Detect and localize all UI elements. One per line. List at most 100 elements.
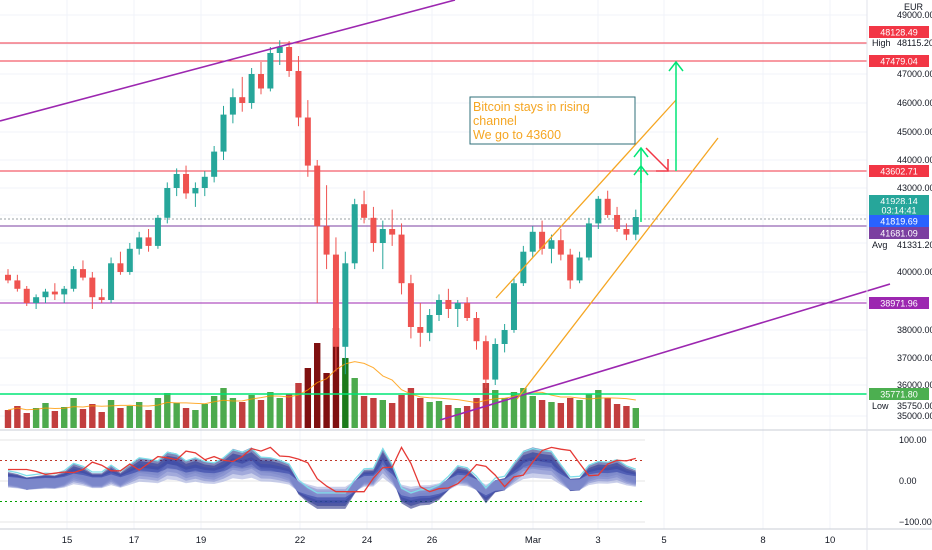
candle-body[interactable] [173,174,180,188]
candle-body[interactable] [501,330,508,344]
volume-bar [14,406,21,428]
candle-body[interactable] [154,217,161,246]
volume-layer [4,328,639,428]
candle-body[interactable] [492,344,499,380]
candle-body[interactable] [89,277,96,298]
candle-body[interactable] [126,248,133,272]
candle-body[interactable] [529,231,536,252]
price-badge-label: 41819.69 [880,217,918,227]
candle-body[interactable] [510,283,517,330]
price-axis[interactable]: 49000.00 47000.00 46000.00 45000.00 44000.00… [869,10,932,527]
candle-body[interactable] [557,240,564,255]
candle-body[interactable] [342,263,349,347]
candle-body[interactable] [79,269,86,278]
price-badge[interactable] [869,55,929,67]
candle-body[interactable] [304,117,311,166]
candle-body[interactable] [351,204,358,264]
candle-body[interactable] [164,188,171,218]
time-tick-label: 8 [760,535,765,546]
candle-body[interactable] [61,288,68,295]
price-badge[interactable] [869,165,929,177]
candle-body[interactable] [370,217,377,243]
candle-body[interactable] [389,229,396,235]
candle-body[interactable] [70,269,77,289]
candle-body[interactable] [51,291,58,295]
candle-body[interactable] [623,229,630,235]
stat-label: Low [872,401,889,411]
candle-body[interactable] [332,254,339,347]
price-badge[interactable] [869,297,929,309]
candle-body[interactable] [567,254,574,281]
candle-body[interactable] [614,215,621,229]
price-tick-label: 40000.00 [897,267,932,277]
candle-body[interactable] [192,188,199,194]
volume-bar [23,413,30,428]
candle-body[interactable] [417,327,424,333]
candle-body[interactable] [136,237,143,249]
candle-body[interactable] [267,53,274,89]
volume-bar [529,396,536,428]
candle-body[interactable] [595,198,602,224]
candle-body[interactable] [98,297,105,300]
candle-body[interactable] [276,47,283,53]
candle-body[interactable] [33,297,40,303]
candle-body[interactable] [117,263,124,272]
channel-lower-line[interactable] [516,137,719,400]
oscillator-tick-label: 100.00 [899,435,927,445]
time-axis[interactable]: 15 17 19 22 24 26 Mar 3 5 8 10 [62,535,836,546]
candle-body[interactable] [482,341,489,380]
candle-body[interactable] [286,47,293,71]
candle-body[interactable] [604,198,611,215]
candle-body[interactable] [576,257,583,281]
trend-line-lower[interactable] [439,283,891,421]
candle-body[interactable] [445,300,452,309]
candle-body[interactable] [220,114,227,152]
candle-body[interactable] [361,204,368,218]
candle-body[interactable] [229,97,236,115]
volume-bar [42,403,49,428]
price-badge[interactable] [869,26,929,38]
candle-body[interactable] [426,315,433,333]
candle-body[interactable] [14,280,21,289]
candle-body[interactable] [248,74,255,103]
candle-body[interactable] [539,231,546,249]
candle-body[interactable] [239,97,246,103]
oscillator-band [8,467,636,498]
candle-body[interactable] [211,151,218,177]
price-badge[interactable] [869,215,929,227]
stat-label: Avg [872,240,887,250]
candle-body[interactable] [473,318,480,342]
annotation-box[interactable]: Bitcoin stays in rising channel We go to… [469,96,636,145]
target-arrow-short-head [633,146,649,158]
candle-body[interactable] [183,174,190,194]
candle-body[interactable] [5,274,11,281]
candle-body[interactable] [464,303,471,318]
candle-body[interactable] [145,237,152,246]
candle-body[interactable] [323,226,330,255]
candle-body[interactable] [23,288,30,303]
candle-body[interactable] [548,240,555,249]
candle-body[interactable] [407,283,414,327]
price-badge[interactable] [869,204,929,216]
candle-body[interactable] [398,234,405,284]
candle-body[interactable] [436,300,443,315]
candle-body[interactable] [42,291,49,298]
price-badge[interactable] [869,227,929,239]
price-badge[interactable] [869,388,929,400]
price-tick-label: 45000.00 [897,127,932,137]
candle-body[interactable] [454,303,461,309]
candle-body[interactable] [314,165,321,227]
candles-layer[interactable] [5,40,639,389]
candle-body[interactable] [379,229,386,243]
candle-body[interactable] [585,223,592,258]
drawings-layer[interactable] [0,0,891,421]
candle-body[interactable] [108,263,115,300]
candle-body[interactable] [201,176,208,188]
candle-body[interactable] [295,71,302,118]
trend-line-upper[interactable] [0,0,456,122]
candle-body[interactable] [632,217,639,235]
channel-upper-line[interactable] [495,99,677,299]
candle-body[interactable] [257,74,264,89]
target-arrow-long-head [668,60,684,72]
